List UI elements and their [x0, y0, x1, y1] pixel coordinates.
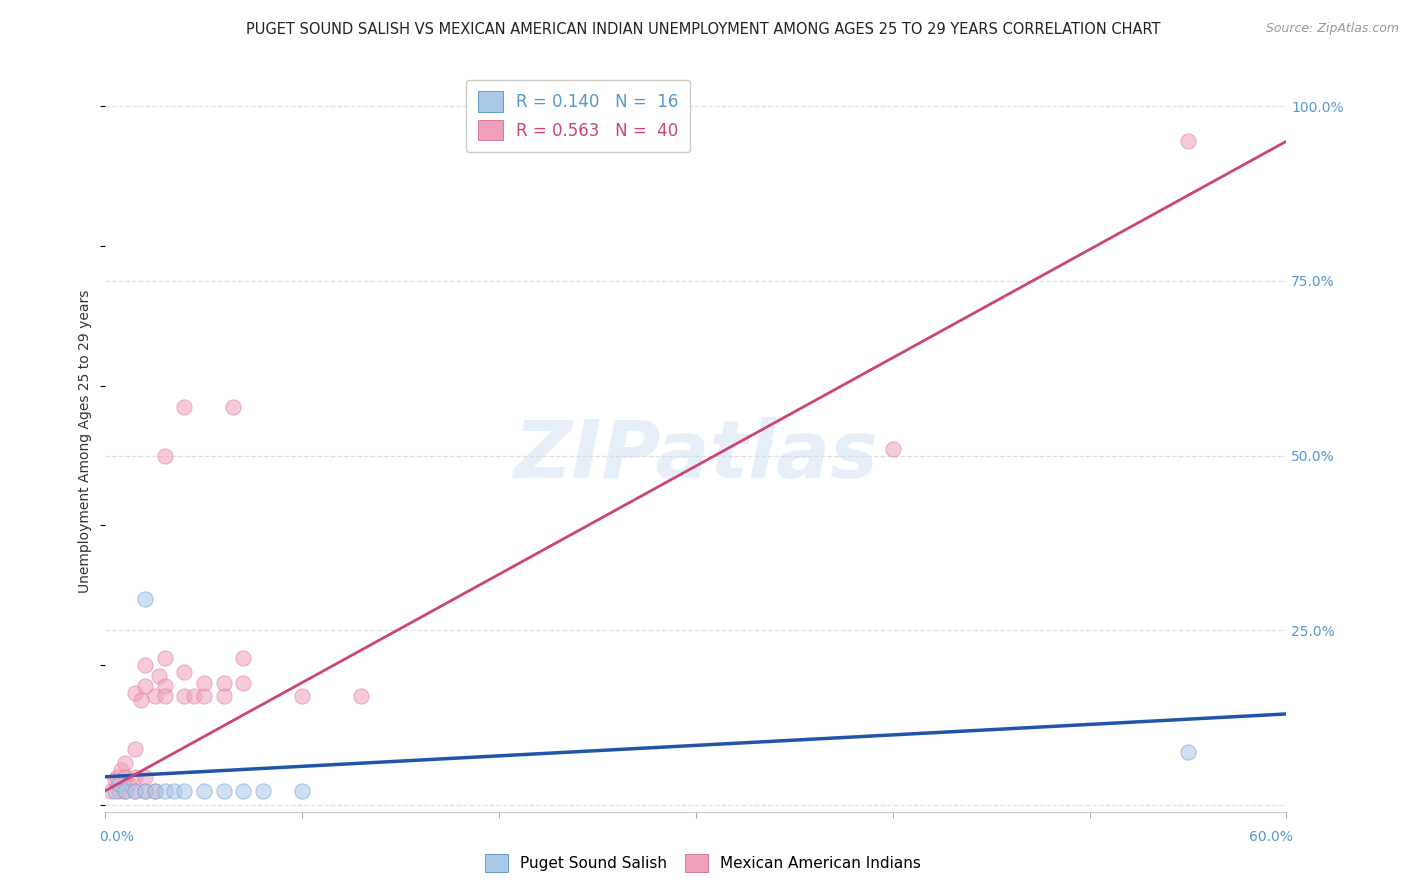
Point	[173, 400, 195, 414]
Legend: R = 0.140   N =  16, R = 0.563   N =  40: R = 0.140 N = 16, R = 0.563 N = 40	[465, 79, 690, 152]
Legend: Puget Sound Salish, Mexican American Indians: Puget Sound Salish, Mexican American Ind…	[477, 846, 929, 880]
Point	[143, 690, 166, 704]
Point	[134, 591, 156, 606]
Point	[232, 784, 254, 798]
Point	[153, 449, 176, 463]
Point	[134, 658, 156, 673]
Point	[129, 693, 152, 707]
Point	[118, 777, 141, 791]
Text: 0.0%: 0.0%	[100, 830, 135, 844]
Point	[105, 770, 128, 784]
Point	[114, 756, 136, 770]
Point	[143, 784, 166, 798]
Point	[291, 690, 314, 704]
Point	[124, 784, 146, 798]
Text: ZIPatlas: ZIPatlas	[513, 417, 879, 495]
Point	[153, 651, 176, 665]
Point	[114, 784, 136, 798]
Point	[1177, 134, 1199, 148]
Point	[124, 742, 146, 756]
Point	[173, 690, 195, 704]
Point	[143, 784, 166, 798]
Point	[134, 679, 156, 693]
Point	[114, 770, 136, 784]
Text: PUGET SOUND SALISH VS MEXICAN AMERICAN INDIAN UNEMPLOYMENT AMONG AGES 25 TO 29 Y: PUGET SOUND SALISH VS MEXICAN AMERICAN I…	[246, 22, 1160, 37]
Point	[108, 777, 131, 791]
Point	[110, 763, 132, 777]
Point	[108, 784, 131, 798]
Text: Source: ZipAtlas.com: Source: ZipAtlas.com	[1265, 22, 1399, 36]
Point	[148, 668, 170, 682]
Point	[153, 679, 176, 693]
Point	[882, 442, 904, 456]
Point	[104, 784, 127, 798]
Point	[134, 770, 156, 784]
Point	[124, 770, 146, 784]
Point	[212, 690, 235, 704]
Point	[193, 690, 215, 704]
Point	[163, 784, 186, 798]
Point	[183, 690, 205, 704]
Point	[173, 665, 195, 679]
Point	[350, 690, 373, 704]
Point	[173, 784, 195, 798]
Point	[124, 686, 146, 700]
Point	[104, 773, 127, 788]
Point	[193, 675, 215, 690]
Point	[134, 784, 156, 798]
Text: 60.0%: 60.0%	[1249, 830, 1292, 844]
Point	[193, 784, 215, 798]
Point	[153, 784, 176, 798]
Point	[1177, 745, 1199, 759]
Point	[252, 784, 274, 798]
Y-axis label: Unemployment Among Ages 25 to 29 years: Unemployment Among Ages 25 to 29 years	[79, 290, 93, 593]
Point	[212, 784, 235, 798]
Point	[100, 784, 122, 798]
Point	[124, 784, 146, 798]
Point	[134, 784, 156, 798]
Point	[212, 675, 235, 690]
Point	[222, 400, 245, 414]
Point	[153, 690, 176, 704]
Point	[232, 675, 254, 690]
Point	[232, 651, 254, 665]
Point	[114, 784, 136, 798]
Point	[291, 784, 314, 798]
